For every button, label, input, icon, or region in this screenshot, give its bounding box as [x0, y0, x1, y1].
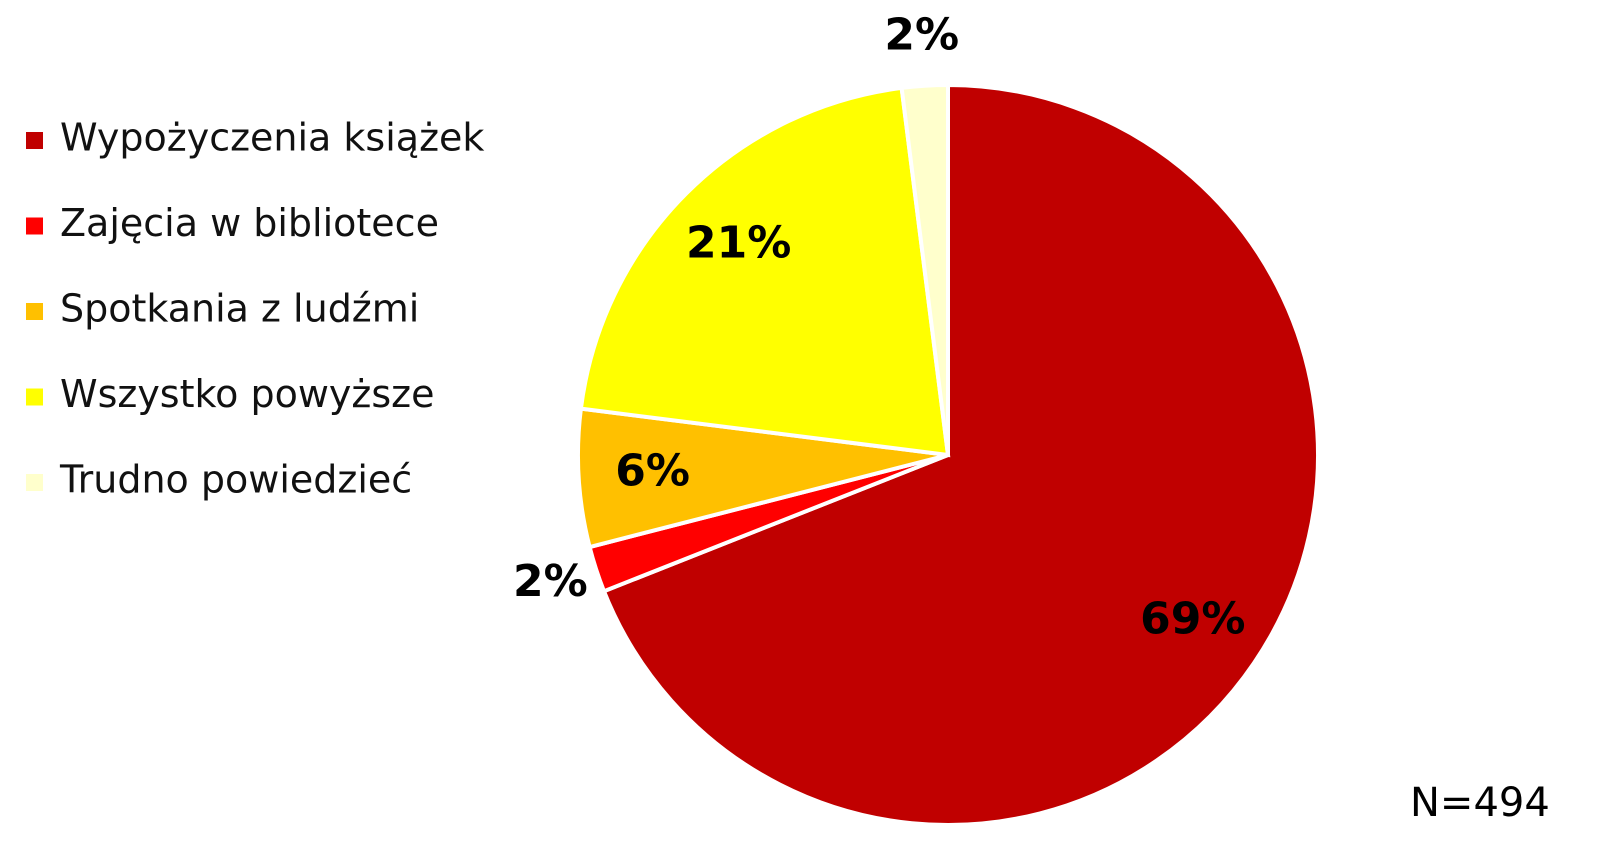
legend-label: Wszystko powyższe — [60, 372, 435, 416]
data-label: 69% — [1140, 593, 1245, 644]
data-label: 2% — [513, 556, 588, 607]
data-label: 6% — [615, 446, 690, 497]
pie-slice — [601, 82, 1320, 827]
data-label: 21% — [686, 218, 791, 269]
pie-slice — [576, 406, 949, 550]
legend-swatch — [26, 303, 43, 320]
data-label: 2% — [884, 10, 959, 61]
annotation: N=494 — [1410, 780, 1550, 826]
legend-label: Spotkania z ludźmi — [60, 287, 419, 331]
legend-label: Wypożyczenia książek — [60, 116, 484, 160]
legend-label: Trudno powiedzieć — [59, 458, 412, 502]
pie-slice — [899, 82, 950, 456]
legend-swatch — [26, 132, 43, 149]
legend-label: Zajęcia w bibliotece — [60, 201, 439, 245]
legend-swatch — [26, 388, 43, 406]
legend-swatch — [26, 217, 43, 235]
legend-swatch — [26, 474, 43, 491]
pie-slice — [578, 85, 951, 458]
